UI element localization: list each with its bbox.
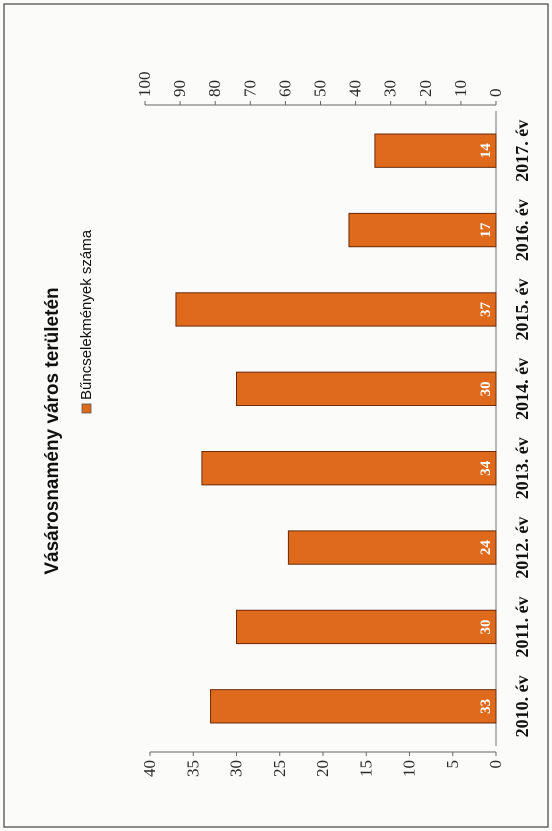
data-label: 30 [478, 381, 494, 396]
primary-tick-label: 5 [443, 760, 462, 769]
category-label: 2013. év [512, 437, 532, 499]
category-label: 2017. év [512, 120, 532, 182]
category-label: 2015. év [512, 278, 532, 340]
primary-tick-label: 0 [486, 760, 505, 769]
primary-tick-label: 30 [227, 760, 246, 777]
primary-tick-label: 20 [313, 760, 332, 777]
rotated-chart-area: Vásárosnamény város területén Bűncselekm… [42, 72, 532, 778]
bar [210, 689, 497, 724]
bars [175, 133, 497, 724]
primary-tick-label: 10 [400, 760, 419, 777]
chart-title: Vásárosnamény város területén [42, 287, 63, 574]
data-label: 34 [478, 460, 494, 476]
bar [236, 371, 497, 406]
secondary-tick-label: 20 [416, 80, 435, 97]
category-label: 2011. év [512, 596, 532, 657]
data-label: 14 [478, 143, 494, 159]
secondary-tick-label: 60 [275, 80, 294, 97]
secondary-tick-label: 70 [240, 80, 259, 97]
primary-tick-label: 40 [140, 760, 159, 777]
secondary-tick-label: 100 [135, 72, 154, 98]
category-label: 2014. év [512, 358, 532, 420]
category-label: 2010. év [512, 675, 532, 737]
legend-label: Bűncselekmények száma [78, 229, 95, 400]
secondary-tick-label: 90 [170, 80, 189, 97]
bar [348, 212, 497, 248]
bar [175, 292, 497, 327]
secondary-tick-label: 0 [486, 89, 505, 98]
data-label: 17 [478, 222, 494, 238]
data-label: 24 [478, 540, 494, 556]
legend-swatch [81, 403, 92, 414]
primary-tick-label: 15 [356, 760, 375, 777]
secondary-tick-label: 30 [381, 80, 400, 97]
data-label: 30 [478, 619, 494, 634]
bar [236, 609, 497, 645]
primary-tick-label: 35 [183, 760, 202, 777]
secondary-tick-label: 80 [205, 80, 224, 97]
category-label: 2016. év [512, 199, 532, 261]
chart-border [3, 3, 549, 828]
bar [374, 133, 497, 168]
bar [201, 451, 497, 486]
data-label: 37 [478, 301, 494, 317]
data-label: 33 [478, 699, 494, 714]
primary-tick-label: 25 [270, 760, 289, 777]
secondary-tick-label: 10 [451, 80, 470, 97]
secondary-tick-label: 50 [311, 80, 330, 97]
legend: Bűncselekmények száma [78, 229, 95, 414]
secondary-tick-label: 40 [346, 80, 365, 97]
category-label: 2012. év [512, 517, 532, 579]
bar [287, 530, 497, 565]
labels: 33 2010. év 30 2011. év 24 2012. év 34 2013. év… [478, 120, 532, 738]
axes: 0 5 10 15 20 25 30 35 40 0 10 20 30 40 50 60 70 80 90 100 [135, 72, 505, 778]
